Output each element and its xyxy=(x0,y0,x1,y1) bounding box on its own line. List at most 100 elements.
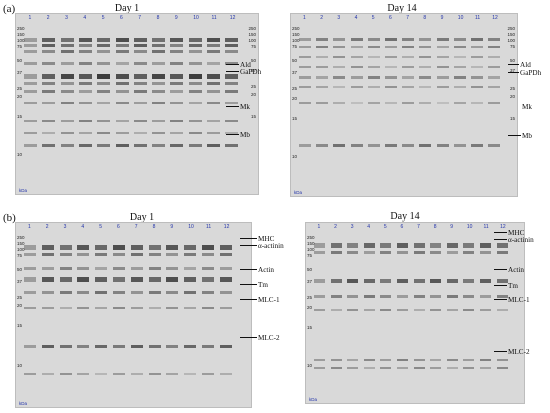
gel-band xyxy=(152,102,166,104)
gel-lane xyxy=(419,24,432,192)
gel-band xyxy=(413,251,425,254)
gel-band xyxy=(419,76,432,79)
mw-marker-left: 50 xyxy=(292,58,298,63)
gel-lane xyxy=(97,24,111,190)
gel-band xyxy=(333,76,346,79)
gel-band xyxy=(367,66,380,68)
gel-lane xyxy=(202,233,214,403)
gel-b2-title: Day 14 xyxy=(390,211,420,222)
gel-band xyxy=(41,253,54,256)
gel-band xyxy=(367,144,380,147)
lane-number: 7 xyxy=(406,15,409,21)
gel-band xyxy=(97,62,111,65)
gel-band xyxy=(463,309,475,311)
gel-band xyxy=(488,56,501,58)
gel-band xyxy=(330,251,342,254)
gel-band xyxy=(207,44,220,47)
gel-band xyxy=(24,245,36,250)
gel-band xyxy=(488,38,501,41)
gel-band xyxy=(115,82,129,85)
label-mb-a2: Mb xyxy=(522,132,532,140)
gel-band xyxy=(95,253,108,256)
gel-band xyxy=(130,267,143,270)
gel-band xyxy=(115,132,129,134)
mw-marker-right: 15 xyxy=(250,114,256,119)
lane-number: 7 xyxy=(138,15,142,21)
gel-band xyxy=(413,309,425,311)
gel-band xyxy=(113,291,125,294)
gel-band xyxy=(60,50,74,53)
gel-band xyxy=(480,295,491,298)
gel-band xyxy=(60,120,74,122)
mw-marker-left: 15 xyxy=(307,325,313,330)
mw-marker-left: 25 xyxy=(292,86,298,91)
gel-band xyxy=(59,253,72,256)
gel-band xyxy=(97,82,111,85)
gel-lane xyxy=(42,24,56,190)
gel-band xyxy=(115,90,129,93)
mw-marker-left: 150 xyxy=(17,241,25,246)
mw-marker-right: 250 xyxy=(248,26,256,31)
lane-number: 9 xyxy=(170,224,174,230)
gel-lane xyxy=(113,233,125,403)
gel-band xyxy=(363,279,375,283)
label-ald-a1: Ald xyxy=(240,61,251,69)
mw-marker-left: 10 xyxy=(292,154,298,159)
gel-band xyxy=(133,132,147,134)
gel-band xyxy=(350,144,363,147)
gel-band xyxy=(113,245,125,250)
gel-band xyxy=(188,90,202,93)
gel-band xyxy=(41,245,54,250)
gel-lane xyxy=(367,24,380,192)
mw-marker-left: 75 xyxy=(292,44,298,49)
gel-lane xyxy=(24,24,37,190)
gel-band xyxy=(77,253,90,256)
gel-band xyxy=(148,291,161,294)
gel-band xyxy=(24,132,37,134)
gel-band xyxy=(350,56,363,58)
gel-band xyxy=(471,76,483,79)
gel-band xyxy=(402,102,415,104)
gel-band xyxy=(299,144,311,147)
gel-lane xyxy=(385,24,397,192)
gel-band xyxy=(446,279,458,283)
gel-band xyxy=(77,267,90,270)
gel-lane xyxy=(133,24,147,190)
lane-number: 10 xyxy=(193,15,199,21)
lane-number: 9 xyxy=(440,15,444,21)
gel-band xyxy=(152,144,166,147)
gel-lane xyxy=(413,233,425,399)
gel-band xyxy=(59,277,72,282)
gel-lane xyxy=(446,233,458,399)
gel-band xyxy=(496,243,508,248)
gel-band xyxy=(314,279,325,283)
gel-band xyxy=(350,86,363,88)
gel-band xyxy=(446,309,458,311)
gel-band xyxy=(41,373,54,375)
kda-unit-label: kDa xyxy=(309,397,318,402)
gel-band xyxy=(166,245,179,250)
gel-band xyxy=(347,243,359,248)
gel-band xyxy=(77,277,90,282)
gel-b1-title: Day 1 xyxy=(129,212,155,223)
gel-b-day14: 1 2 3 4 5 6 7 8 9 10 11 12 250 150 100 75 50 37 25 20 15 10 kD… xyxy=(305,222,525,404)
mw-marker-left: 75 xyxy=(17,44,23,49)
gel-band xyxy=(207,82,220,85)
gel-band xyxy=(41,291,54,294)
gel-band xyxy=(202,253,214,256)
gel-band xyxy=(78,120,92,122)
mw-marker-left: 75 xyxy=(307,253,313,258)
gel-band xyxy=(170,90,184,93)
gel-band xyxy=(60,132,74,134)
gel-band xyxy=(463,243,475,248)
mw-marker-left: 20 xyxy=(292,96,298,101)
mw-marker-right: 50 xyxy=(509,58,515,63)
gel-band xyxy=(316,38,329,41)
gel-band xyxy=(299,66,311,68)
label-actin-b2: Actin xyxy=(508,266,524,274)
gel-band xyxy=(463,279,475,283)
gel-band xyxy=(436,76,449,79)
gel-band xyxy=(202,291,214,294)
gel-band xyxy=(152,50,166,53)
gel-band xyxy=(446,243,458,248)
